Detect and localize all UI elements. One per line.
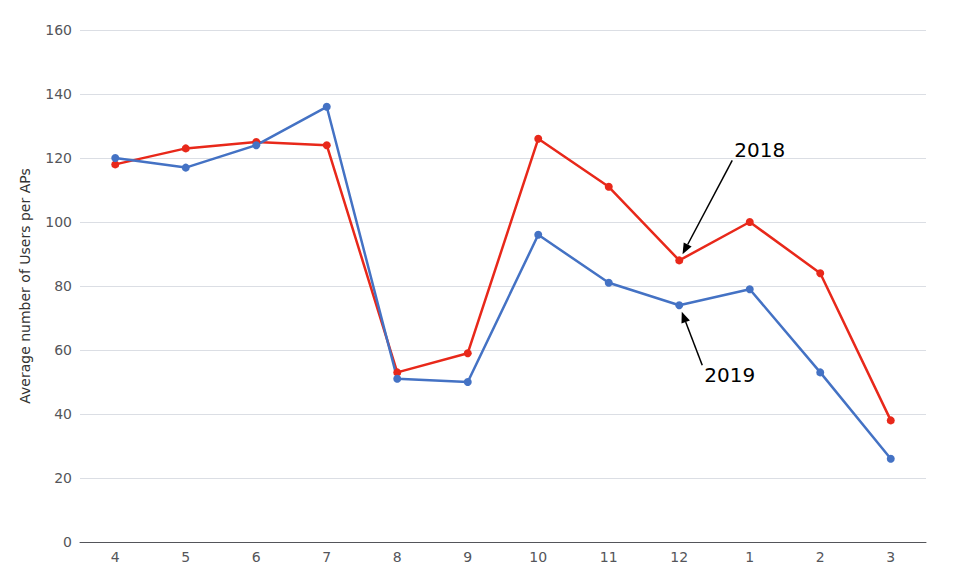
- svg-text:2: 2: [816, 549, 825, 565]
- svg-text:12: 12: [670, 549, 688, 565]
- svg-text:2018: 2018: [734, 138, 785, 162]
- svg-text:80: 80: [54, 278, 72, 294]
- svg-text:1: 1: [745, 549, 754, 565]
- svg-text:60: 60: [54, 342, 72, 358]
- svg-text:2019: 2019: [704, 363, 755, 387]
- svg-text:5: 5: [181, 549, 190, 565]
- svg-text:40: 40: [54, 406, 72, 422]
- svg-text:3: 3: [886, 549, 895, 565]
- svg-text:8: 8: [393, 549, 402, 565]
- svg-text:160: 160: [45, 22, 72, 38]
- svg-text:20: 20: [54, 470, 72, 486]
- svg-text:6: 6: [252, 549, 261, 565]
- svg-text:10: 10: [529, 549, 547, 565]
- svg-text:100: 100: [45, 214, 72, 230]
- svg-text:0: 0: [63, 534, 72, 550]
- svg-text:140: 140: [45, 86, 72, 102]
- svg-text:120: 120: [45, 150, 72, 166]
- svg-text:Average number of Users per AP: Average number of Users per APs: [17, 168, 33, 403]
- svg-text:4: 4: [111, 549, 120, 565]
- svg-text:7: 7: [322, 549, 331, 565]
- svg-text:11: 11: [600, 549, 618, 565]
- svg-text:9: 9: [463, 549, 472, 565]
